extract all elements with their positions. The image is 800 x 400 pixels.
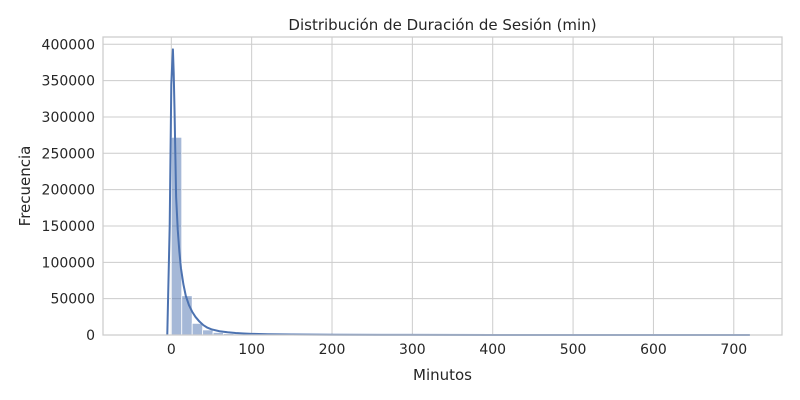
y-tick-label: 200000 — [42, 183, 95, 199]
y-tick-label: 300000 — [42, 110, 95, 126]
y-tick-label: 100000 — [42, 255, 95, 271]
y-tick-labels: 0 50000 100000 150000 200000 250000 300000 3500… — [42, 37, 95, 344]
x-tick-label: 200 — [319, 342, 346, 358]
x-tick-label: 700 — [720, 342, 747, 358]
y-tick-label: 150000 — [42, 219, 95, 235]
x-tick-label: 300 — [399, 342, 426, 358]
x-tick-label: 100 — [238, 342, 265, 358]
chart-title: Distribución de Duración de Sesión (min) — [288, 16, 596, 34]
y-tick-label: 400000 — [42, 37, 95, 53]
y-tick-label: 250000 — [42, 146, 95, 162]
x-tick-label: 0 — [167, 342, 176, 358]
kde-line — [166, 48, 750, 336]
y-tick-label: 350000 — [42, 74, 95, 90]
x-tick-label: 500 — [560, 342, 587, 358]
histogram-bar — [202, 329, 214, 336]
x-tick-labels: 0 100 200 300 400 500 600 700 — [167, 342, 747, 358]
kde-curve-group — [166, 48, 750, 336]
y-axis-label: Frecuencia — [16, 146, 34, 227]
grid-lines — [103, 37, 782, 336]
histogram-bars — [130, 136, 751, 336]
y-tick-label: 50000 — [50, 292, 95, 308]
x-axis-label: Minutos — [413, 366, 472, 384]
histogram-bar — [191, 322, 204, 336]
x-tick-label: 400 — [479, 342, 506, 358]
y-tick-label: 0 — [86, 328, 95, 344]
x-tick-label: 600 — [640, 342, 667, 358]
plot-frame — [102, 36, 783, 336]
